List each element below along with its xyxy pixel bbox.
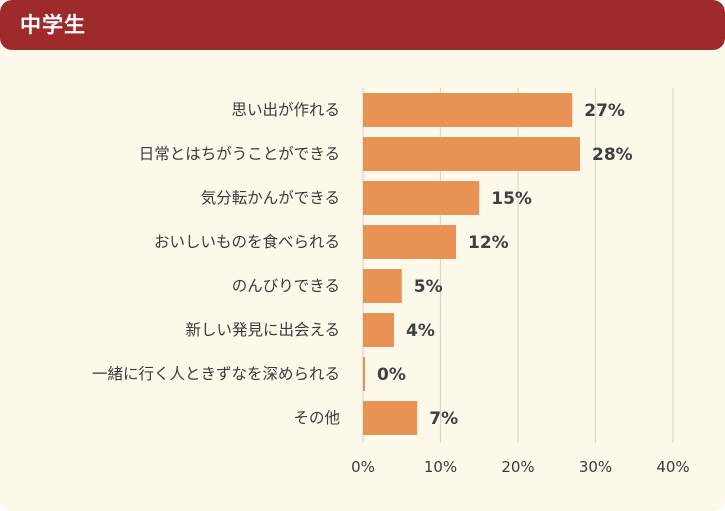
- x-tick-label: 0%: [351, 458, 375, 476]
- category-label: のんびりできる: [232, 277, 340, 295]
- labels: 0% 10% 20% 30% 40% 思い出が作れる 27% 日常とはちがうことができる 28%…: [92, 101, 690, 476]
- category-label: 日常とはちがうことができる: [139, 145, 340, 163]
- header-title: 中学生: [20, 13, 86, 37]
- value-label: 7%: [429, 409, 458, 429]
- value-label: 5%: [414, 277, 443, 297]
- bar: [363, 401, 418, 435]
- x-tick-label: 10%: [424, 458, 457, 476]
- value-label: 28%: [592, 145, 633, 165]
- x-tick-label: 20%: [501, 458, 534, 476]
- category-label: 新しい発見に出会える: [185, 321, 340, 339]
- category-label: 思い出が作れる: [231, 101, 340, 119]
- value-label: 4%: [406, 321, 435, 341]
- x-tick-label: 30%: [579, 458, 612, 476]
- value-label: 0%: [377, 365, 406, 385]
- bar: [363, 269, 402, 303]
- category-label: その他: [293, 409, 340, 427]
- category-label: 気分転かんができる: [201, 189, 340, 207]
- bar: [363, 225, 456, 259]
- x-tick-label: 40%: [656, 458, 689, 476]
- value-label: 12%: [468, 233, 509, 253]
- bar: [363, 181, 480, 215]
- value-label: 27%: [584, 101, 625, 121]
- bar: [363, 357, 365, 391]
- bars: [363, 93, 580, 435]
- category-label: 一緒に行く人ときずなを深められる: [92, 365, 340, 383]
- bar: [363, 313, 394, 347]
- bar: [363, 137, 580, 171]
- bar: [363, 93, 573, 127]
- value-label: 15%: [491, 189, 532, 209]
- category-label: おいしいものを食べられる: [154, 233, 340, 251]
- header-bar: 中学生: [0, 0, 725, 50]
